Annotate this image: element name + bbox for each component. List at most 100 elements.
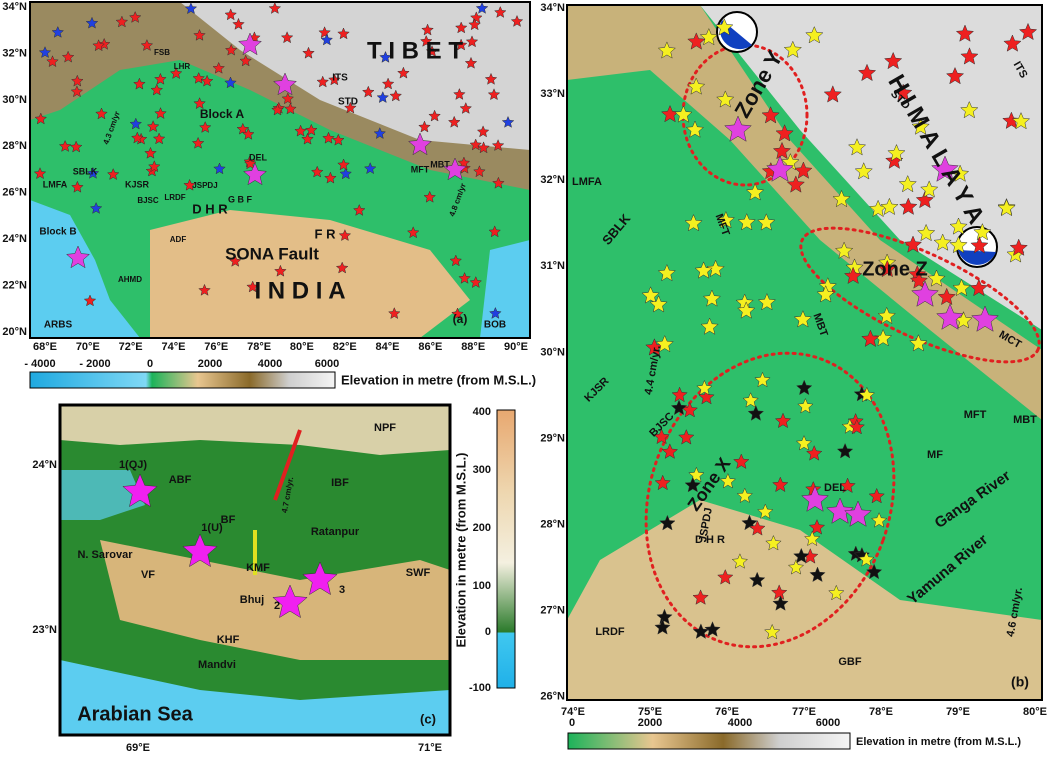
colorbar-tick: 4000	[728, 717, 752, 729]
colorbar-label: Elevation in metre (from M.S.L.)	[856, 736, 1021, 748]
star	[133, 77, 146, 90]
star	[428, 109, 441, 122]
star	[212, 61, 226, 74]
star	[130, 131, 144, 144]
star	[971, 305, 999, 332]
star	[873, 328, 893, 347]
star	[272, 72, 298, 96]
star	[361, 85, 375, 98]
star	[843, 266, 863, 285]
star	[352, 203, 366, 216]
place-label: STD	[338, 97, 358, 108]
y-tick-label: 26°N	[540, 691, 565, 703]
star	[442, 157, 468, 181]
place-label: MFT	[964, 409, 987, 421]
star	[184, 2, 198, 15]
place-label: Block B	[39, 227, 76, 238]
star	[950, 164, 970, 182]
star	[1003, 34, 1022, 52]
star	[510, 14, 524, 27]
star	[243, 157, 257, 170]
colorbar-tick: 0	[485, 626, 491, 638]
star	[774, 412, 792, 429]
star	[916, 223, 936, 242]
star	[271, 103, 284, 116]
star	[877, 306, 896, 325]
star	[418, 120, 431, 133]
place-label: Block A	[200, 107, 245, 121]
star	[772, 476, 789, 493]
star	[656, 608, 673, 625]
star	[70, 74, 84, 87]
x-tick-label: 88°E	[461, 341, 485, 353]
y-tick-label: 32°N	[540, 174, 565, 186]
star	[694, 261, 713, 279]
star	[857, 63, 877, 82]
star	[488, 306, 502, 319]
star	[816, 285, 835, 303]
star	[702, 289, 722, 307]
x-tick-label: 76°E	[204, 341, 228, 353]
y-tick-label: 27°N	[540, 605, 565, 617]
star	[828, 584, 845, 601]
place-label: 3	[339, 584, 345, 596]
star	[805, 445, 823, 461]
star	[232, 17, 245, 30]
star	[89, 201, 103, 214]
star	[447, 115, 461, 128]
star	[909, 334, 928, 352]
star	[454, 21, 468, 34]
place-label: FSB	[154, 48, 170, 57]
star	[144, 146, 157, 159]
place-label: N. Sarovar	[77, 549, 133, 561]
place-label: BJSC	[137, 196, 159, 205]
star	[659, 514, 676, 531]
star	[836, 442, 854, 459]
star	[641, 286, 660, 304]
star	[894, 83, 913, 101]
star	[706, 259, 725, 278]
star	[674, 105, 693, 123]
place-label: F R	[315, 226, 337, 241]
star	[903, 235, 923, 253]
colorbar-tick: 4000	[258, 358, 282, 370]
star	[770, 584, 788, 600]
star	[909, 271, 929, 289]
star	[826, 497, 854, 524]
star	[997, 198, 1016, 217]
star	[484, 72, 498, 85]
star	[654, 474, 671, 491]
star	[51, 25, 65, 38]
x-tick-label: 74°E	[561, 706, 585, 718]
place-label: Ratanpur	[311, 526, 360, 538]
star	[147, 160, 161, 173]
x-tick-label: 72°E	[119, 341, 143, 353]
star	[899, 197, 918, 215]
x-tick-label: 79°E	[946, 706, 970, 718]
star	[389, 89, 403, 102]
star	[242, 162, 268, 186]
star	[69, 140, 83, 153]
y-tick-label: 32°N	[2, 47, 27, 59]
star	[213, 162, 226, 175]
star	[379, 50, 392, 63]
star	[469, 138, 483, 151]
star	[373, 126, 387, 140]
star	[797, 397, 814, 414]
x-tick-label: 71°E	[418, 742, 442, 754]
star	[198, 120, 212, 133]
star	[224, 43, 238, 56]
star	[766, 155, 794, 182]
star	[61, 50, 75, 63]
x-tick-label: 82°E	[333, 341, 357, 353]
star	[870, 512, 888, 528]
star	[737, 301, 756, 319]
x-tick-label: 90°E	[504, 341, 528, 353]
star	[699, 27, 719, 46]
x-tick-label: 86°E	[418, 341, 442, 353]
place-label: Bhuj	[240, 594, 264, 606]
star	[241, 127, 255, 140]
star	[281, 92, 295, 105]
star	[381, 77, 395, 90]
colorbar-tick: -100	[469, 682, 491, 694]
